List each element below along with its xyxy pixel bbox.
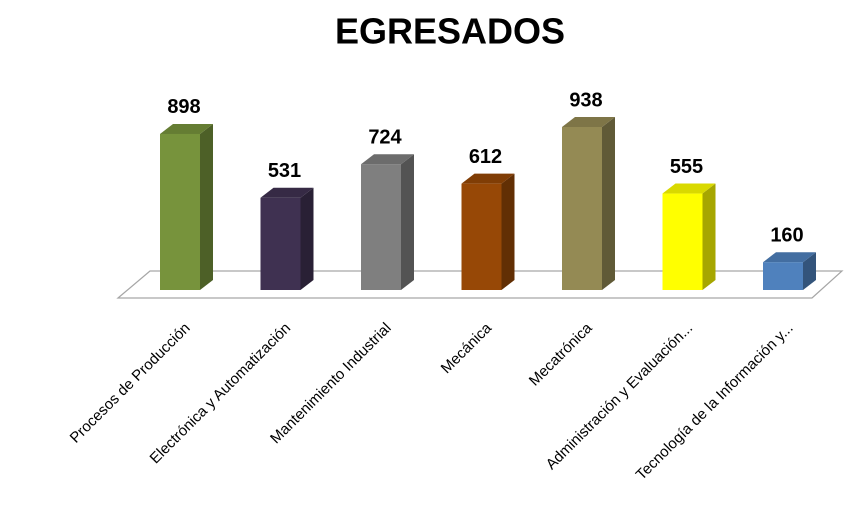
- bar-top: [562, 117, 615, 127]
- bar-side: [803, 252, 816, 290]
- bar: [260, 197, 301, 290]
- bar-side: [702, 183, 716, 290]
- bar-top: [763, 252, 816, 263]
- x-tick-label: Mecánica: [438, 319, 496, 377]
- x-tick-label: Tecnología de la Información y...: [633, 320, 797, 484]
- bar: [361, 164, 401, 290]
- bar-side: [300, 187, 314, 290]
- bar-top: [361, 154, 414, 165]
- bar-top: [260, 187, 314, 198]
- bar-top: [662, 183, 716, 194]
- value-label: 724: [368, 126, 402, 148]
- bar-side: [602, 117, 615, 290]
- x-tick-label: Mecatrónica: [526, 319, 596, 389]
- value-label: 531: [268, 160, 301, 182]
- value-label: 938: [569, 89, 602, 111]
- bar: [562, 127, 602, 290]
- bar-top: [160, 123, 213, 134]
- value-label: 555: [670, 156, 703, 178]
- bar-side: [200, 123, 213, 290]
- chart-title: EGRESADOS: [335, 11, 565, 52]
- bar: [662, 193, 703, 290]
- value-label: 898: [167, 96, 200, 118]
- bar: [461, 183, 502, 290]
- bar: [160, 133, 200, 290]
- value-label: 612: [469, 146, 502, 168]
- value-label: 160: [770, 224, 803, 246]
- bar-side: [501, 173, 515, 290]
- bar-top: [461, 173, 515, 184]
- bar: [763, 262, 803, 290]
- bar-side: [401, 154, 414, 290]
